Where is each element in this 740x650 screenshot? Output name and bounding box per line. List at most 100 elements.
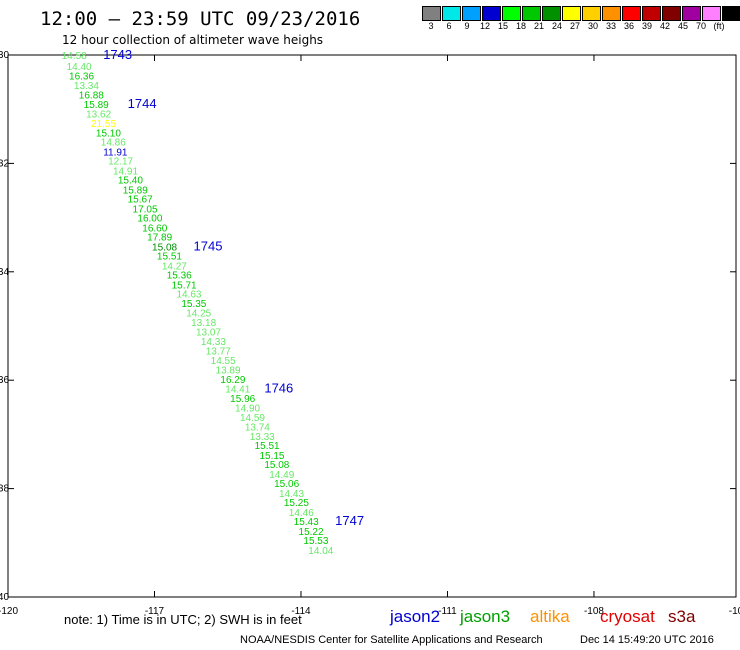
color-scale-legend xyxy=(422,6,740,21)
legend-label: 27 xyxy=(569,21,580,31)
wave-height-label: 15.51 xyxy=(157,252,182,263)
wave-height-label: 14.91 xyxy=(113,166,138,177)
x-tick-label: -111 xyxy=(438,606,457,617)
wave-height-label: 15.22 xyxy=(299,527,324,538)
wave-height-label: 15.08 xyxy=(264,460,289,471)
x-tick-label: -108 xyxy=(584,606,604,617)
satellite-altika: altika xyxy=(530,607,570,626)
legend-label: 21 xyxy=(533,21,544,31)
legend-swatch xyxy=(602,6,621,21)
legend-swatch xyxy=(642,6,661,21)
footer-note: note: 1) Time is in UTC; 2) SWH is in fe… xyxy=(64,612,302,627)
x-tick-label: -117 xyxy=(145,606,165,617)
time-label: 1743 xyxy=(103,47,132,62)
wave-height-label: 16.29 xyxy=(220,375,245,386)
wave-height-label: 13.34 xyxy=(74,81,99,92)
legend-label: 39 xyxy=(641,21,652,31)
satellite-s3a: s3a xyxy=(668,607,696,626)
wave-height-label: 15.08 xyxy=(152,242,177,253)
wave-height-label: 12.17 xyxy=(108,157,133,168)
wave-height-label: 17.05 xyxy=(133,204,158,215)
legend-label: 6 xyxy=(446,21,452,31)
legend-label: 12 xyxy=(479,21,490,31)
legend-label: 24 xyxy=(551,21,562,31)
satellite-jason2: jason2 xyxy=(390,607,441,626)
y-tick-label: -38 xyxy=(0,484,9,495)
wave-height-label: 15.43 xyxy=(294,517,319,528)
legend-label: 3 xyxy=(428,21,434,31)
plot-frame xyxy=(7,54,737,598)
legend-swatch xyxy=(522,6,541,21)
timestamp-text: Dec 14 15:49:20 UTC 2016 xyxy=(580,634,714,646)
wave-height-label: 14.43 xyxy=(279,489,304,500)
wave-height-label: 14.27 xyxy=(162,261,187,272)
wave-height-label: 15.35 xyxy=(181,299,206,310)
wave-height-label: 14.41 xyxy=(225,384,250,395)
credit-text: NOAA/NESDIS Center for Satellite Applica… xyxy=(240,634,543,646)
wave-height-label: 13.07 xyxy=(196,327,221,338)
time-label: 1745 xyxy=(194,238,223,253)
time-label: 1744 xyxy=(128,96,157,111)
wave-height-label: 21.55 xyxy=(91,119,116,130)
legend-label: 70 xyxy=(695,21,706,31)
legend-swatch xyxy=(482,6,501,21)
wave-height-label: 15.40 xyxy=(118,176,143,187)
wave-height-label: 14.59 xyxy=(240,413,265,424)
x-tick-label: -114 xyxy=(291,606,311,617)
legend-swatch xyxy=(542,6,561,21)
legend-swatch xyxy=(622,6,641,21)
wave-height-label: 15.96 xyxy=(230,394,255,405)
wave-height-label: 14.40 xyxy=(67,62,92,73)
wave-height-label: 14.55 xyxy=(211,356,236,367)
wave-height-label: 14.58 xyxy=(62,51,87,62)
legend-swatch xyxy=(422,6,441,21)
wave-height-label: 13.89 xyxy=(216,365,241,376)
legend-swatch xyxy=(682,6,701,21)
wave-height-label: 13.74 xyxy=(245,422,270,433)
wave-height-label: 15.89 xyxy=(123,185,148,196)
wave-height-label: 14.04 xyxy=(308,546,333,557)
wave-height-label: 15.10 xyxy=(96,129,121,140)
wave-height-label: 16.88 xyxy=(79,91,104,102)
wave-height-label: 17.89 xyxy=(147,233,172,244)
legend-swatch xyxy=(722,6,740,21)
y-tick-label: -34 xyxy=(0,267,9,278)
wave-height-label: 16.00 xyxy=(137,214,162,225)
wave-height-label: 16.36 xyxy=(69,72,94,83)
wave-height-label: 14.25 xyxy=(186,308,211,319)
wave-height-label: 13.77 xyxy=(206,346,231,357)
legend-label: 33 xyxy=(605,21,616,31)
legend-swatch xyxy=(562,6,581,21)
wave-height-label: 15.36 xyxy=(167,271,192,282)
wave-height-label: 13.62 xyxy=(86,110,111,121)
color-scale-labels: 3 6 9 12 15 18 21 24 27 30 33 36 39 42 45 70 (ft) xyxy=(422,21,728,31)
wave-height-label: 15.06 xyxy=(274,479,299,490)
legend-label: 30 xyxy=(587,21,598,31)
time-label: 1747 xyxy=(335,513,364,528)
y-tick-label: -36 xyxy=(0,375,9,386)
x-tick-label: -120 xyxy=(0,606,18,617)
chart-subtitle: 12 hour collection of altimeter wave hei… xyxy=(62,33,324,47)
wave-height-label: 15.25 xyxy=(284,498,309,509)
legend-label: 45 xyxy=(677,21,688,31)
x-tick-label: -10 xyxy=(729,606,740,617)
legend-swatch xyxy=(502,6,521,21)
wave-height-label: 16.60 xyxy=(142,223,167,234)
wave-height-label: 14.63 xyxy=(176,289,201,300)
legend-swatch xyxy=(442,6,461,21)
wave-height-label: 14.49 xyxy=(269,470,294,481)
legend-label: 18 xyxy=(515,21,526,31)
legend-swatch xyxy=(702,6,721,21)
legend-swatch xyxy=(462,6,481,21)
wave-height-label: 15.67 xyxy=(128,195,153,206)
legend-label: (ft) xyxy=(713,21,725,31)
wave-height-label: 15.15 xyxy=(259,451,284,462)
legend-swatch xyxy=(582,6,601,21)
wave-height-label: 14.86 xyxy=(101,138,126,149)
legend-label: 42 xyxy=(659,21,670,31)
legend-label: 36 xyxy=(623,21,634,31)
wave-height-label: 15.89 xyxy=(84,100,109,111)
wave-height-label: 13.18 xyxy=(191,318,216,329)
time-label: 1746 xyxy=(264,380,293,395)
